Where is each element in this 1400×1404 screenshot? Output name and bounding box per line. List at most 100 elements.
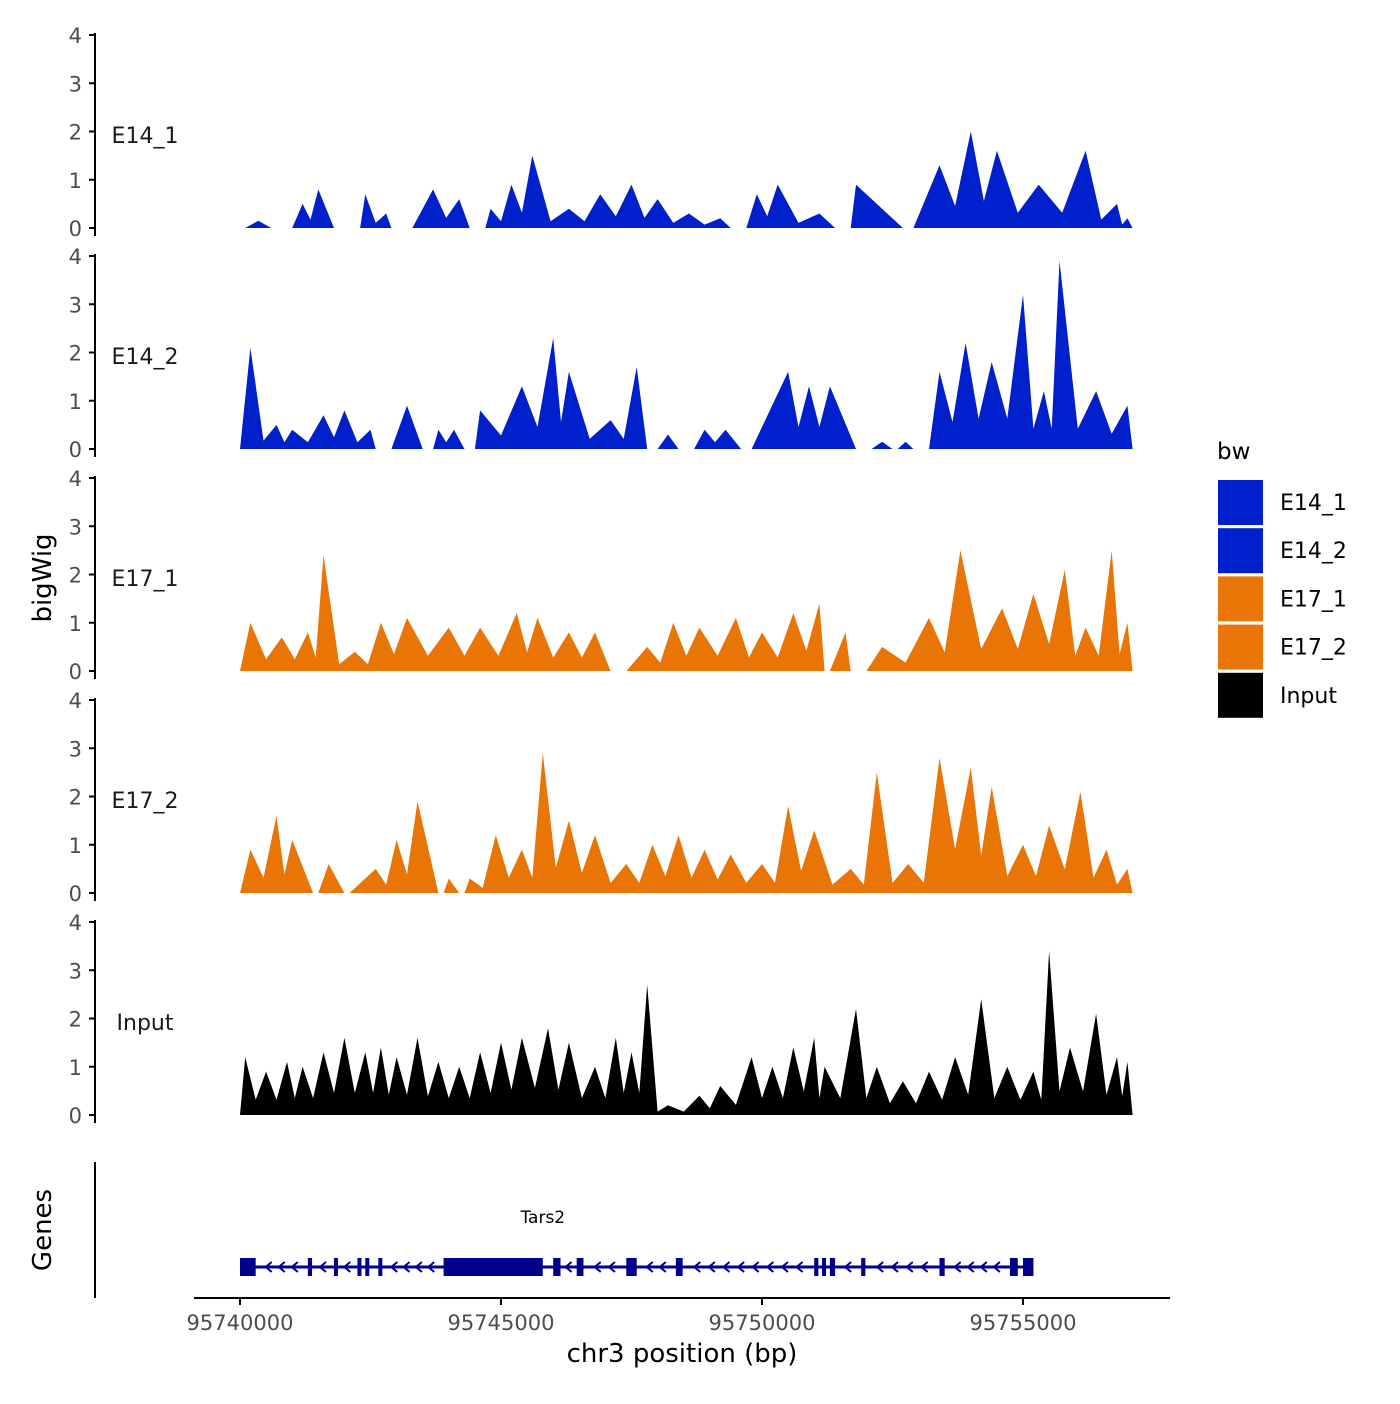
y-tick-label: 3 [69,293,82,317]
coverage-area [485,155,731,228]
strand-chevron [692,1261,701,1273]
strand-chevron [751,1261,760,1273]
coverage-area [443,878,460,893]
strand-chevron [843,1261,852,1273]
strand-chevron [992,1261,1001,1273]
y-tick-label: 2 [69,1008,82,1032]
y-tick-label: 4 [69,24,82,48]
track-label: E14_2 [112,345,179,370]
track-e17-1: 0 1 2 3 4 E17_1 [69,467,1133,684]
legend-label: E17_1 [1280,587,1347,612]
gene-exon [365,1258,370,1276]
y-tick-label: 1 [69,169,82,193]
x-axis: 95740000 95745000 95750000 95755000 [187,1297,1170,1335]
strand-chevron [564,1261,573,1273]
coverage-area [292,189,334,228]
coverage-area [897,441,914,449]
legend-items: E14_1 E14_2 E17_1 E17_2 Input [1218,480,1347,718]
strand-chevron [607,1261,616,1273]
coverage-area [349,801,439,893]
gene-exon [822,1258,827,1276]
coverage-area [240,951,1133,1115]
y-axis-title: bigWig [28,533,58,622]
legend-title: bw [1217,439,1250,465]
gene-exon [1023,1258,1034,1276]
legend-swatch [1218,624,1263,670]
strand-chevron [389,1261,398,1273]
coverage-area [464,753,1133,893]
track-input: 0 1 2 3 4 Input [69,911,1133,1128]
x-tick-label: 95755000 [970,1311,1077,1335]
y-tick-label: 2 [69,121,82,145]
legend-label: E14_1 [1280,491,1347,516]
strand-chevron [402,1261,411,1273]
strand-chevron [290,1261,299,1273]
legend-swatch [1218,480,1263,525]
coverage-area [657,434,679,449]
strand-chevron [966,1261,975,1273]
x-axis-title: chr3 position (bp) [567,1339,798,1369]
coverage-area [240,347,376,449]
gene-exon [443,1258,543,1276]
y-tick-label: 3 [69,515,82,539]
coverage-area [360,194,392,228]
strand-chevron [795,1261,804,1273]
track-label: E14_1 [112,124,179,149]
strand-chevron [953,1261,962,1273]
coverage-area [866,550,1133,671]
coverage-area [433,429,465,449]
strand-chevron [342,1261,351,1273]
strand-chevron [780,1261,789,1273]
coverage-area [474,338,648,449]
y-tick-label: 1 [69,834,82,858]
legend-swatch [1218,528,1263,574]
strand-chevron [707,1261,716,1273]
legend: bw E14_1 E14_2 E17_1 E17_2 Input [1217,439,1347,718]
coverage-area [913,131,1133,228]
gene-exon [553,1258,561,1276]
coverage-area [746,184,836,228]
strand-chevron [765,1261,774,1273]
strand-chevron [905,1261,914,1273]
strand-chevron [414,1261,423,1273]
coverage-area [871,441,893,449]
legend-swatch [1218,672,1263,718]
gene-exon [861,1258,866,1276]
gene-exon [1009,1258,1018,1276]
track-label: E17_2 [112,789,179,814]
strand-chevron [658,1261,667,1273]
gene-label: Tars2 [519,1208,565,1228]
strand-chevron [593,1261,602,1273]
x-tick-label: 95750000 [709,1311,816,1335]
legend-label: E14_2 [1280,539,1347,564]
gene-exon [357,1258,362,1276]
coverage-area [751,371,856,449]
y-tick-label: 0 [69,1104,82,1128]
y-tick-label: 4 [69,245,82,269]
coverage-area [850,184,903,228]
y-tick-label: 0 [69,438,82,462]
y-tick-label: 2 [69,564,82,588]
x-tick-label: 95740000 [187,1311,294,1335]
y-tick-label: 4 [69,689,82,713]
coverage-area [929,260,1133,449]
gene-exon [939,1258,945,1276]
coverage-area [412,189,470,228]
gene-exon [814,1258,819,1276]
gene-exon [307,1258,313,1276]
strand-chevron [277,1261,286,1273]
gene-exon [576,1258,584,1276]
y-tick-label: 1 [69,390,82,414]
track-e14-1: 0 1 2 3 4 E14_1 [69,24,1133,241]
y-tick-label: 4 [69,467,82,491]
strand-chevron [264,1261,273,1273]
gene-exon [626,1258,637,1276]
gene-exon [829,1258,836,1276]
legend-swatch [1218,576,1263,622]
track-e14-2: 0 1 2 3 4 E14_2 [69,245,1133,462]
genes-track: Tars2 [94,1162,1034,1298]
gene-exon [378,1258,383,1276]
y-tick-label: 0 [69,882,82,906]
coverage-area [829,632,851,671]
x-ticks: 95740000 95745000 95750000 95755000 [187,1298,1077,1335]
